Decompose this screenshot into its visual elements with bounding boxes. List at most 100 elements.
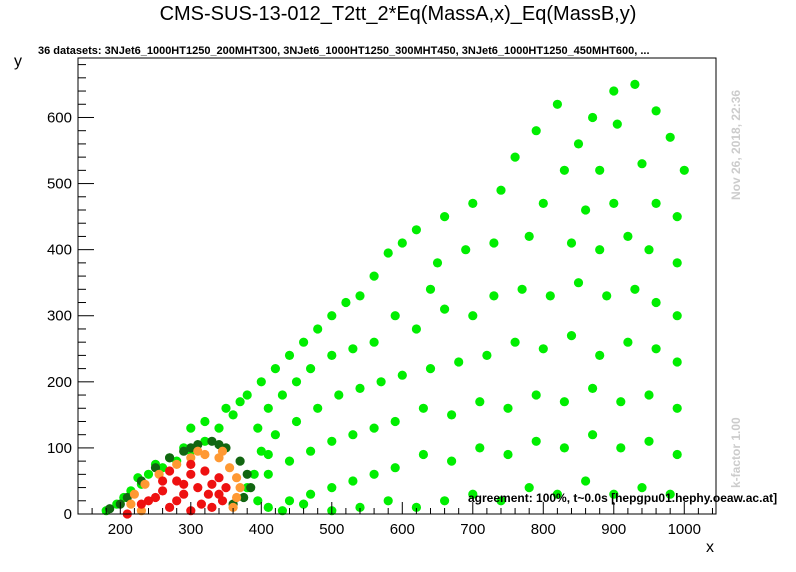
y-tick-label: 300 [47, 308, 72, 325]
data-point [232, 492, 242, 503]
y-tick-label: 400 [47, 242, 72, 259]
x-tick-label: 200 [108, 521, 133, 538]
data-point [489, 291, 499, 301]
data-point [242, 390, 252, 400]
data-point [644, 245, 654, 255]
data-point [637, 159, 647, 169]
data-point [672, 212, 682, 222]
data-point [623, 231, 633, 241]
data-point [136, 499, 146, 509]
data-point [531, 126, 541, 136]
data-point [425, 284, 436, 294]
data-point [496, 496, 506, 506]
y-axis-label: y [14, 53, 22, 70]
data-point [425, 364, 436, 374]
data-points [101, 79, 689, 519]
data-point [559, 443, 570, 453]
data-point [369, 337, 379, 347]
timestamp-label: Nov 26, 2018, 22:36 [729, 90, 743, 200]
data-point [679, 165, 689, 175]
data-point [588, 383, 598, 393]
data-point [454, 357, 464, 367]
data-point [573, 278, 584, 288]
data-point [200, 449, 210, 460]
data-point [239, 492, 249, 503]
data-point [651, 344, 661, 354]
data-point [179, 479, 189, 489]
data-point [263, 469, 273, 479]
data-point [355, 502, 365, 512]
data-point [545, 291, 555, 301]
data-point [270, 430, 280, 440]
data-point [609, 489, 619, 499]
data-point [355, 291, 365, 301]
data-point [623, 337, 633, 347]
data-point [186, 459, 196, 469]
data-point [432, 258, 443, 268]
data-point [644, 436, 654, 446]
data-point [165, 466, 175, 476]
data-point [616, 443, 626, 453]
data-point [228, 410, 238, 420]
data-point [588, 430, 598, 440]
data-point [207, 436, 217, 446]
data-point [566, 238, 577, 248]
data-point [672, 311, 682, 321]
data-point [672, 403, 682, 413]
data-point [602, 291, 612, 301]
data-point [126, 499, 136, 509]
data-point [552, 99, 563, 109]
data-point [552, 489, 563, 499]
data-point [468, 489, 478, 499]
data-point [651, 106, 661, 116]
data-point [581, 476, 591, 486]
data-point [651, 198, 661, 208]
data-point [256, 446, 266, 456]
data-point [595, 165, 605, 175]
data-point [214, 473, 224, 483]
data-point [291, 377, 302, 387]
data-point [348, 476, 358, 486]
data-point [313, 324, 323, 334]
data-point [193, 483, 203, 493]
data-point [186, 443, 196, 453]
data-point [306, 489, 316, 499]
data-point [651, 297, 661, 308]
data-point [440, 304, 450, 314]
data-point [390, 416, 400, 427]
data-point [136, 506, 146, 516]
data-point [207, 479, 217, 489]
data-point [447, 456, 457, 466]
data-point [186, 423, 196, 433]
agreement-label: agreement: 100%, t~0.0s [hepgpu01.hephy.… [468, 491, 777, 505]
x-tick-label: 1000 [668, 521, 701, 538]
data-point [447, 410, 457, 420]
data-point [461, 245, 471, 255]
data-point [196, 499, 206, 509]
data-point [313, 403, 323, 413]
data-point [644, 390, 654, 400]
data-point [559, 165, 570, 175]
data-point [418, 403, 428, 413]
data-point [263, 449, 273, 460]
data-point [573, 139, 584, 149]
x-tick-label: 500 [319, 521, 344, 538]
data-point [200, 436, 210, 446]
data-point [334, 390, 344, 400]
data-point [186, 453, 196, 463]
data-point [411, 324, 421, 334]
data-point [306, 446, 316, 456]
data-point [503, 403, 513, 413]
y-tick-label: 200 [47, 374, 72, 391]
data-point [235, 397, 245, 407]
data-point [411, 502, 421, 512]
data-point [524, 231, 534, 241]
data-point [517, 284, 527, 294]
data-point [270, 364, 280, 374]
data-point [235, 456, 245, 466]
datasets-subtitle: 36 datasets: 3NJet6_1000HT1250_200MHT300… [38, 45, 650, 57]
data-point [172, 476, 182, 486]
data-point [217, 446, 228, 456]
data-point [200, 416, 210, 427]
